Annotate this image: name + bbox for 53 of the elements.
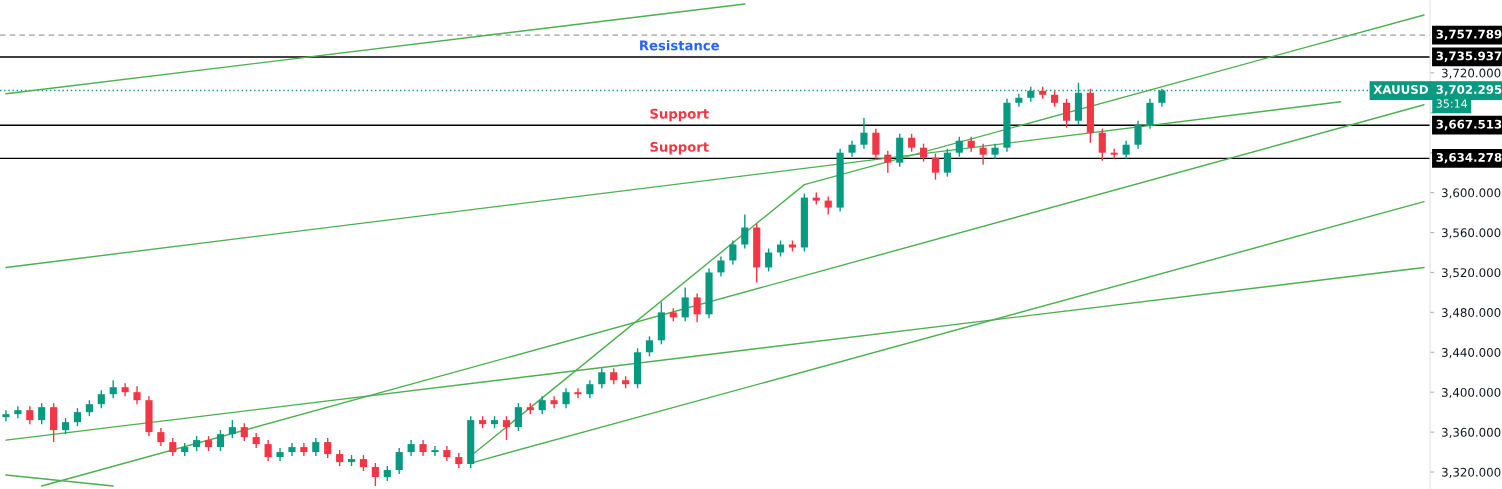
candlestick: [765, 247, 773, 273]
candlestick: [943, 148, 951, 178]
candlestick: [931, 152, 940, 181]
annotation: Resistance: [640, 40, 719, 51]
y-tick-label: 3,600.000: [1442, 188, 1501, 199]
candlestick: [729, 239, 737, 266]
candlestick: [872, 128, 880, 160]
annotation: Support: [650, 108, 709, 122]
candlestick: [717, 255, 725, 278]
annotation: Support: [650, 141, 709, 155]
candlestick: [693, 292, 701, 324]
text: 35:14: [1436, 99, 1468, 108]
candlestick: [860, 117, 868, 150]
ref-line-label: 3,634.278: [1436, 152, 1502, 164]
y-tick-label: 3,440.000: [1442, 348, 1501, 359]
candlestick: [1134, 120, 1142, 150]
candlestick: [514, 402, 522, 432]
candlestick: [2, 409, 10, 422]
candlestick: [431, 445, 439, 457]
candlestick: [645, 335, 654, 357]
candlestick: [979, 143, 987, 166]
candlestick: [14, 405, 22, 419]
y-tick-label: 3,520.000: [1442, 268, 1501, 279]
y-tick-label: 3,360.000: [1442, 427, 1501, 438]
candlestick: [741, 213, 749, 250]
candlestick: [955, 136, 963, 158]
y-tick-label: 3,400.000: [1442, 387, 1501, 399]
candlestick: [38, 402, 46, 425]
candlestick: [562, 387, 570, 409]
ref-line-label: 3,735.937: [1436, 51, 1502, 62]
candlestick: [216, 429, 225, 452]
candlestick: [324, 437, 332, 459]
candlestick: [502, 415, 511, 441]
ref-line-label: 3,667.513: [1436, 119, 1502, 131]
y-tick-label: 3,720.000: [1442, 68, 1501, 79]
candlestick: [1098, 128, 1106, 162]
candlestick: [1146, 98, 1154, 130]
candlestick: [1062, 98, 1071, 129]
y-tick-label: 3,320.000: [1442, 467, 1501, 478]
candlestick: [371, 462, 379, 487]
ref-line-label: 3,757.789: [1436, 29, 1502, 41]
candlestick: [574, 387, 582, 399]
candlestick: [395, 447, 403, 475]
y-tick-label: 3,560.000: [1442, 228, 1501, 239]
candlestick: [264, 439, 272, 462]
ref-line-label: 3,702.295: [1436, 85, 1502, 96]
annotation: XAUUSD: [1373, 85, 1428, 94]
candlestick: [550, 395, 558, 409]
candlestick: [598, 367, 606, 389]
y-tick-label: 3,480.000: [1442, 308, 1501, 319]
candlestick: [884, 149, 892, 174]
candlestick: [50, 402, 58, 443]
candlestick: [681, 286, 689, 323]
